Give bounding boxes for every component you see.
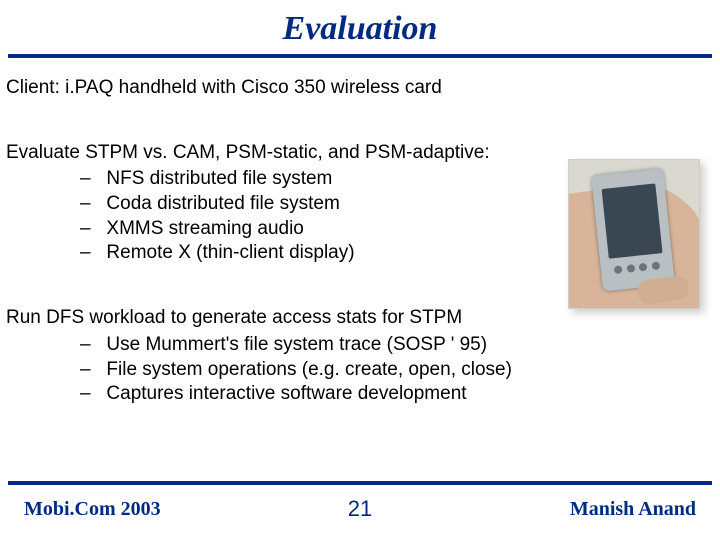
client-paragraph: Client: i.PAQ handheld with Cisco 350 wi… [6,76,710,101]
dfs-list: Use Mummert's file system trace (SOSP ' … [6,333,710,407]
footer-rule [8,481,712,485]
dfs-lead: Run DFS workload to generate access stat… [6,306,710,331]
slide-body: Client: i.PAQ handheld with Cisco 350 wi… [0,58,720,407]
list-item: File system operations (e.g. create, ope… [80,358,710,383]
footer-author: Manish Anand [372,498,696,521]
dfs-paragraph: Run DFS workload to generate access stat… [6,306,710,407]
list-item: Captures interactive software developmen… [80,382,710,407]
pda-device [591,168,675,291]
pda-buttons [614,261,661,280]
client-line: Client: i.PAQ handheld with Cisco 350 wi… [6,76,710,101]
pda-screen [602,183,663,258]
footer-page-number: 21 [348,496,372,522]
slide-title: Evaluation [0,0,720,54]
footer-conference: Mobi.Com 2003 [24,498,348,521]
footer: Mobi.Com 2003 21 Manish Anand [0,494,720,524]
slide: Evaluation Client: i.PAQ handheld with C… [0,0,720,540]
evaluate-paragraph: Evaluate STPM vs. CAM, PSM-static, and P… [6,141,710,266]
ipaq-photo [568,159,700,309]
list-item: Use Mummert's file system trace (SOSP ' … [80,333,710,358]
